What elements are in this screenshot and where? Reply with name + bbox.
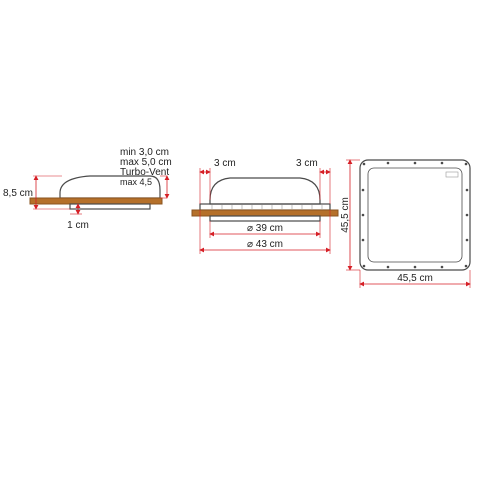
label-43: ⌀ 43 cm	[247, 239, 283, 250]
front-elevation: 3 cm 3 cm ⌀ 39 cm ⌀ 43 cm	[192, 158, 338, 254]
technical-drawing: 8,5 cm 1 cm min 3,0 cm max 5,0 cm Turbo-…	[0, 0, 500, 500]
label-3cm-left: 3 cm	[214, 158, 236, 169]
roof-board-front	[192, 210, 338, 216]
inner-trim-side	[70, 204, 150, 209]
stack-line-3: max 4,5	[120, 177, 152, 187]
label-top-width: 45,5 cm	[397, 273, 433, 284]
inner-trim-front	[210, 216, 320, 221]
label-1cm: 1 cm	[67, 220, 89, 231]
side-elevation: 8,5 cm 1 cm min 3,0 cm max 5,0 cm Turbo-…	[3, 147, 172, 231]
inner-frame	[368, 168, 462, 262]
flange-front	[200, 204, 330, 210]
label-8-5: 8,5 cm	[3, 188, 33, 199]
dome-front	[210, 178, 320, 204]
top-view: 45,5 cm 45,5 cm	[340, 160, 470, 288]
label-39: ⌀ 39 cm	[247, 223, 283, 234]
label-top-height: 45,5 cm	[340, 197, 351, 233]
grille	[212, 205, 322, 209]
roof-board-side	[30, 198, 162, 204]
label-3cm-right: 3 cm	[296, 158, 318, 169]
